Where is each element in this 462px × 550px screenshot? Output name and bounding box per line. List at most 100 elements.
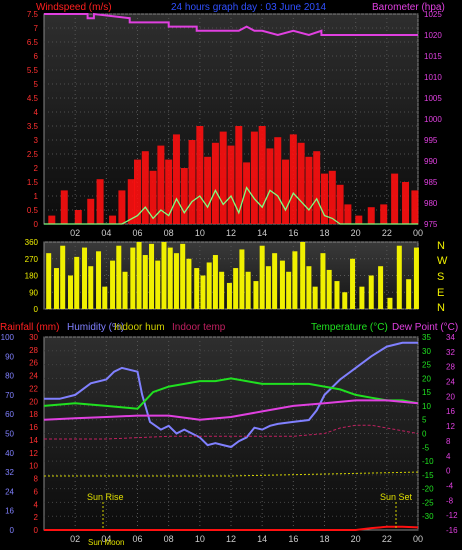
wind-gust-bar [313,151,321,224]
temp-y-tick-label: 0 [422,430,427,439]
x-tick-label: 14 [257,228,267,238]
x-tick-label: 12 [226,534,236,544]
humidity-y-tick-label: 100 [1,333,15,342]
wind-y-tick-label: 0.5 [27,206,39,215]
wind-gust-bar [305,156,313,224]
humidity-y-tick-label: 24 [5,487,14,496]
x-tick-label: 10 [195,534,205,544]
wind-gust-bar [196,126,204,224]
wind-direction-bar [46,253,52,309]
indoor-temp-line [44,424,419,440]
direction-y-tick-label: 270 [25,255,39,264]
wind-y-tick-label: 2 [34,164,39,173]
wind-gust-bar [328,170,336,224]
wind-direction-bar [136,242,142,309]
wind-direction-bar [149,243,155,309]
wind-direction-bar [173,253,179,309]
rain-y-tick-label: 4 [34,500,39,509]
humidity-y-tick-label: 70 [5,391,14,400]
wind-gust-bar [235,126,243,224]
temperature-c-line [43,377,419,410]
rain-y-tick-label: 28 [29,346,38,355]
temp-y-tick-label: 10 [422,402,431,411]
dew-y-tick-label: 8 [446,437,451,446]
wind-direction-bar [272,253,278,309]
rain-y-tick-label: 10 [29,462,38,471]
wind-y-tick-label: 6 [34,52,39,61]
x-tick-label: 22 [382,228,392,238]
baro-y-tick-label: 1025 [424,10,442,19]
direction-y-tick-label: 90 [29,288,38,297]
wind-direction-bar [350,258,356,309]
compass-s: S [437,271,444,283]
wind-y-tick-label: 7 [34,24,39,33]
x-tick-label: 08 [164,534,174,544]
x-tick-label: 06 [132,534,142,544]
wind-gust-bar [219,131,227,224]
temp-y-tick-label: -30 [422,512,434,521]
wind-y-tick-label: 4.5 [27,94,39,103]
humidity-y-tick-label: 50 [5,430,14,439]
wind-gust-bar [149,170,157,224]
dew-y-tick-label: -4 [446,481,454,490]
baro-y-tick-label: 1000 [424,115,442,124]
temperature-label: Temperature (°C) [311,322,388,333]
x-tick-label: 08 [164,228,174,238]
wind-gust-bar [74,210,82,224]
x-tick-label: 20 [351,228,361,238]
dew-y-tick-label: 32 [446,348,455,357]
wind-gust-bar [321,173,328,224]
wind-direction-bar [219,271,225,309]
x-tick-label: 22 [382,534,392,544]
wind-direction-bar [265,266,271,309]
wind-gust-bar [243,162,251,224]
rain-y-tick-label: 20 [29,397,38,406]
wind-y-tick-label: 1 [34,192,39,201]
wind-gust-bar [274,137,282,224]
x-tick-label: 10 [195,228,205,238]
wind-direction-bar [259,245,265,309]
rain-y-tick-label: 16 [29,423,38,432]
baro-y-tick-label: 1015 [424,52,442,61]
wind-gust-bar [367,207,375,224]
wind-gust-bar [60,190,68,224]
humidity-label: Humidity (%) [67,322,124,333]
wind-direction-bar [96,251,102,309]
direction-y-tick-label: 180 [25,272,39,281]
baro-y-tick-label: 975 [424,220,438,229]
baro-y-tick-label: 980 [424,199,438,208]
wind-gust-bar [127,179,135,224]
wind-gust-bar [411,190,419,224]
temp-y-tick-label: 30 [422,347,431,356]
wind-panel-marks [44,12,419,225]
dew-y-tick-label: 0 [446,467,451,476]
wind-direction-bar [245,271,251,309]
humidity-y-tick-label: 16 [5,507,14,516]
x-tick-label: 12 [226,228,236,238]
x-tick-label: 00 [413,534,423,544]
wind-gust-bar [141,151,149,224]
wind-gust-bar [118,190,126,224]
wind-direction-bar [300,242,306,309]
wind-gust-bar [266,148,274,224]
wind-direction-bar [130,247,136,309]
wind-direction-bar [67,275,73,309]
wind-gust-bar [157,145,165,224]
wind-gust-bar [188,140,196,224]
rain-y-tick-label: 22 [29,384,38,393]
humidity-y-tick-label: 80 [5,372,14,381]
x-tick-label: 18 [319,534,329,544]
wind-gust-bar [87,198,95,224]
x-tick-label: 18 [319,228,329,238]
barometer-axis-title: Barometer (hpa) [372,2,445,13]
wind-direction-bar [359,286,365,309]
rain-y-tick-label: 8 [34,475,39,484]
wind-direction-bar [279,260,285,309]
temp-y-tick-label: -20 [422,485,434,494]
wind-direction-bar [88,266,94,309]
temp-y-tick-label: -10 [422,457,434,466]
wind-direction-bar [312,286,318,309]
sunrise-label: Sun Rise [87,492,124,502]
wind-gust-bar [289,134,297,224]
